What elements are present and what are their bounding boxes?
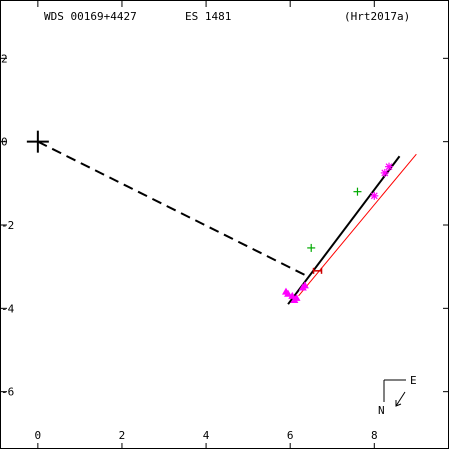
compass-arrow-icon: [395, 391, 406, 407]
x-tick-label: 0: [35, 429, 42, 442]
compass-arrowhead-icon: [395, 400, 402, 407]
micrometer-plus-marker: [353, 187, 362, 196]
asterisk-stroke: [381, 169, 389, 177]
observed-fit-line: [287, 155, 401, 305]
plot-lines: [37, 140, 417, 305]
y-tick-label: -2: [1, 219, 14, 232]
micrometer-plus-marker: [307, 243, 316, 252]
plot-markers: [26, 130, 394, 303]
speckle-triangle-marker: [284, 289, 293, 297]
speckle-asterisk-marker: [370, 191, 379, 200]
wds-id: WDS 00169+4427: [44, 10, 137, 23]
speckle-triangle-marker: [290, 296, 299, 303]
y-tick-label: 0: [1, 136, 8, 149]
y-tick-label: -6: [1, 386, 14, 399]
speckle-asterisk-marker: [380, 168, 389, 177]
compass-north-label: N: [378, 404, 385, 417]
compass-east-label: E: [410, 374, 417, 387]
connector-line: [37, 140, 310, 278]
speckle-triangle-marker: [300, 281, 309, 289]
x-tick-label: 8: [371, 429, 378, 442]
y-tick-label: -4: [1, 302, 15, 315]
x-tick-label: 4: [203, 429, 210, 442]
orbit-fit-line: [298, 153, 417, 297]
compass: E N: [378, 374, 417, 417]
asterisk-stroke: [370, 192, 378, 200]
y-tick-label: 2: [1, 52, 8, 65]
speckle-asterisk-marker: [385, 162, 394, 171]
reference-label: (Hrt2017a): [344, 10, 411, 23]
residual-marker: [312, 267, 323, 274]
asterisk-stroke: [385, 163, 393, 171]
x-tick-label: 6: [287, 429, 294, 442]
discoverer-id: ES 1481: [185, 10, 232, 23]
x-tick-label: 2: [119, 429, 126, 442]
